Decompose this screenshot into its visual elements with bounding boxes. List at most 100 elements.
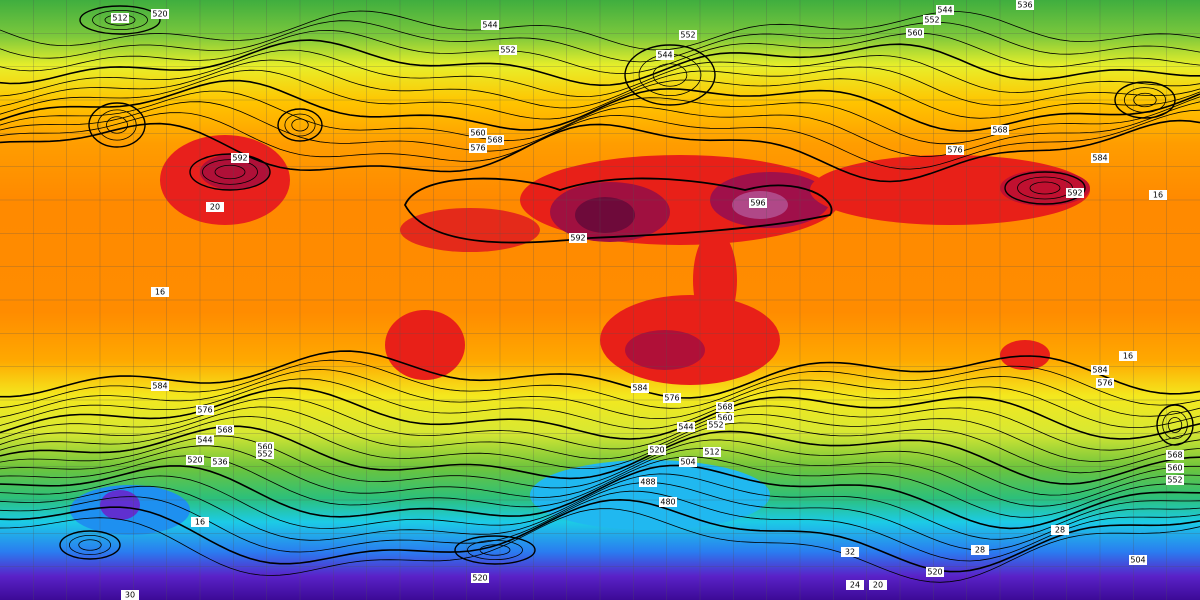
contour-line <box>0 397 1200 451</box>
closed-contour <box>624 44 716 106</box>
label-text: 24 <box>850 581 860 590</box>
label-text: 576 <box>197 406 212 415</box>
label-text: 576 <box>1097 379 1112 388</box>
label-text: 20 <box>210 203 220 212</box>
label-text: 552 <box>1167 476 1182 485</box>
contour-label: 560 <box>1166 463 1184 473</box>
label-text: 552 <box>680 31 695 40</box>
label-box <box>569 233 587 243</box>
label-box <box>926 567 944 577</box>
contour-label: 584 <box>1091 365 1109 375</box>
label-box <box>991 125 1009 135</box>
contour-label: 544 <box>936 5 954 15</box>
label-text: 544 <box>937 6 952 15</box>
label-box <box>679 30 697 40</box>
label-box <box>869 580 887 590</box>
label-text: 584 <box>632 384 647 393</box>
closed-contour <box>652 63 688 87</box>
label-text: 544 <box>678 423 693 432</box>
contour-line <box>0 119 1200 183</box>
label-text: 512 <box>704 448 719 457</box>
label-text: 504 <box>1130 556 1145 565</box>
contour-label: 504 <box>679 457 697 467</box>
label-box <box>906 28 924 38</box>
label-text: 560 <box>470 129 485 138</box>
contour-label: 16 <box>1119 351 1137 361</box>
contour-label: 560 <box>256 442 274 452</box>
label-text: 552 <box>500 46 515 55</box>
contour-label: 28 <box>1051 525 1069 535</box>
label-box <box>971 545 989 555</box>
label-text: 568 <box>717 403 732 412</box>
contours <box>0 5 1200 583</box>
label-box <box>186 455 204 465</box>
contour-label: 568 <box>486 135 504 145</box>
closed-contour <box>1167 417 1183 433</box>
label-text: 536 <box>1017 1 1032 10</box>
thick-contour <box>403 177 833 244</box>
label-text: 16 <box>1123 352 1133 361</box>
contour-label: 552 <box>256 449 274 459</box>
contour-label: 536 <box>1016 0 1034 10</box>
label-box <box>1066 188 1084 198</box>
closed-contour <box>189 153 271 191</box>
contour-line <box>0 101 1200 157</box>
contour-label: 520 <box>151 9 169 19</box>
label-text: 592 <box>1067 189 1082 198</box>
contour-label: 28 <box>971 545 989 555</box>
label-box <box>749 198 767 208</box>
label-text: 560 <box>257 443 272 452</box>
label-text: 16 <box>195 518 205 527</box>
closed-contour <box>1114 81 1176 119</box>
contour-label: 16 <box>191 517 209 527</box>
label-text: 520 <box>472 574 487 583</box>
contour-label: 560 <box>469 128 487 138</box>
label-text: 30 <box>125 591 135 600</box>
contour-label: 592 <box>569 233 587 243</box>
label-text: 28 <box>975 546 985 555</box>
label-box <box>111 13 129 23</box>
contour-label: 536 <box>211 457 229 467</box>
contour-label: 520 <box>926 567 944 577</box>
label-box <box>206 202 224 212</box>
label-box <box>121 590 139 600</box>
label-text: 552 <box>924 16 939 25</box>
label-box <box>663 393 681 403</box>
closed-contour <box>88 102 146 148</box>
label-box <box>481 20 499 30</box>
contour-line <box>0 359 1200 409</box>
label-box <box>231 153 249 163</box>
contour-label: 560 <box>716 413 734 423</box>
label-text: 576 <box>947 146 962 155</box>
label-text: 544 <box>657 51 672 60</box>
contour-label: 504 <box>1129 555 1147 565</box>
contour-line <box>0 473 1200 540</box>
closed-contour <box>214 164 246 180</box>
label-box <box>211 457 229 467</box>
closed-contour <box>97 109 137 141</box>
label-box <box>716 413 734 423</box>
label-text: 16 <box>1153 191 1163 200</box>
contour-label: 32 <box>841 547 859 557</box>
contour-line <box>0 425 1200 485</box>
label-box <box>1119 351 1137 361</box>
label-text: 568 <box>217 426 232 435</box>
contour-label: 596 <box>749 198 767 208</box>
label-box <box>1091 365 1109 375</box>
label-text: 20 <box>873 581 883 590</box>
closed-contour <box>1156 404 1194 446</box>
label-box <box>1091 153 1109 163</box>
contour-line <box>0 498 1200 573</box>
label-text: 568 <box>992 126 1007 135</box>
contour-label: 592 <box>1066 188 1084 198</box>
label-box <box>1166 475 1184 485</box>
label-text: 488 <box>640 478 655 487</box>
label-box <box>659 497 677 507</box>
closed-contour <box>59 530 121 560</box>
contour-line <box>0 350 1200 399</box>
label-box <box>469 128 487 138</box>
closed-contour <box>79 5 161 35</box>
contour-label: 488 <box>639 477 657 487</box>
